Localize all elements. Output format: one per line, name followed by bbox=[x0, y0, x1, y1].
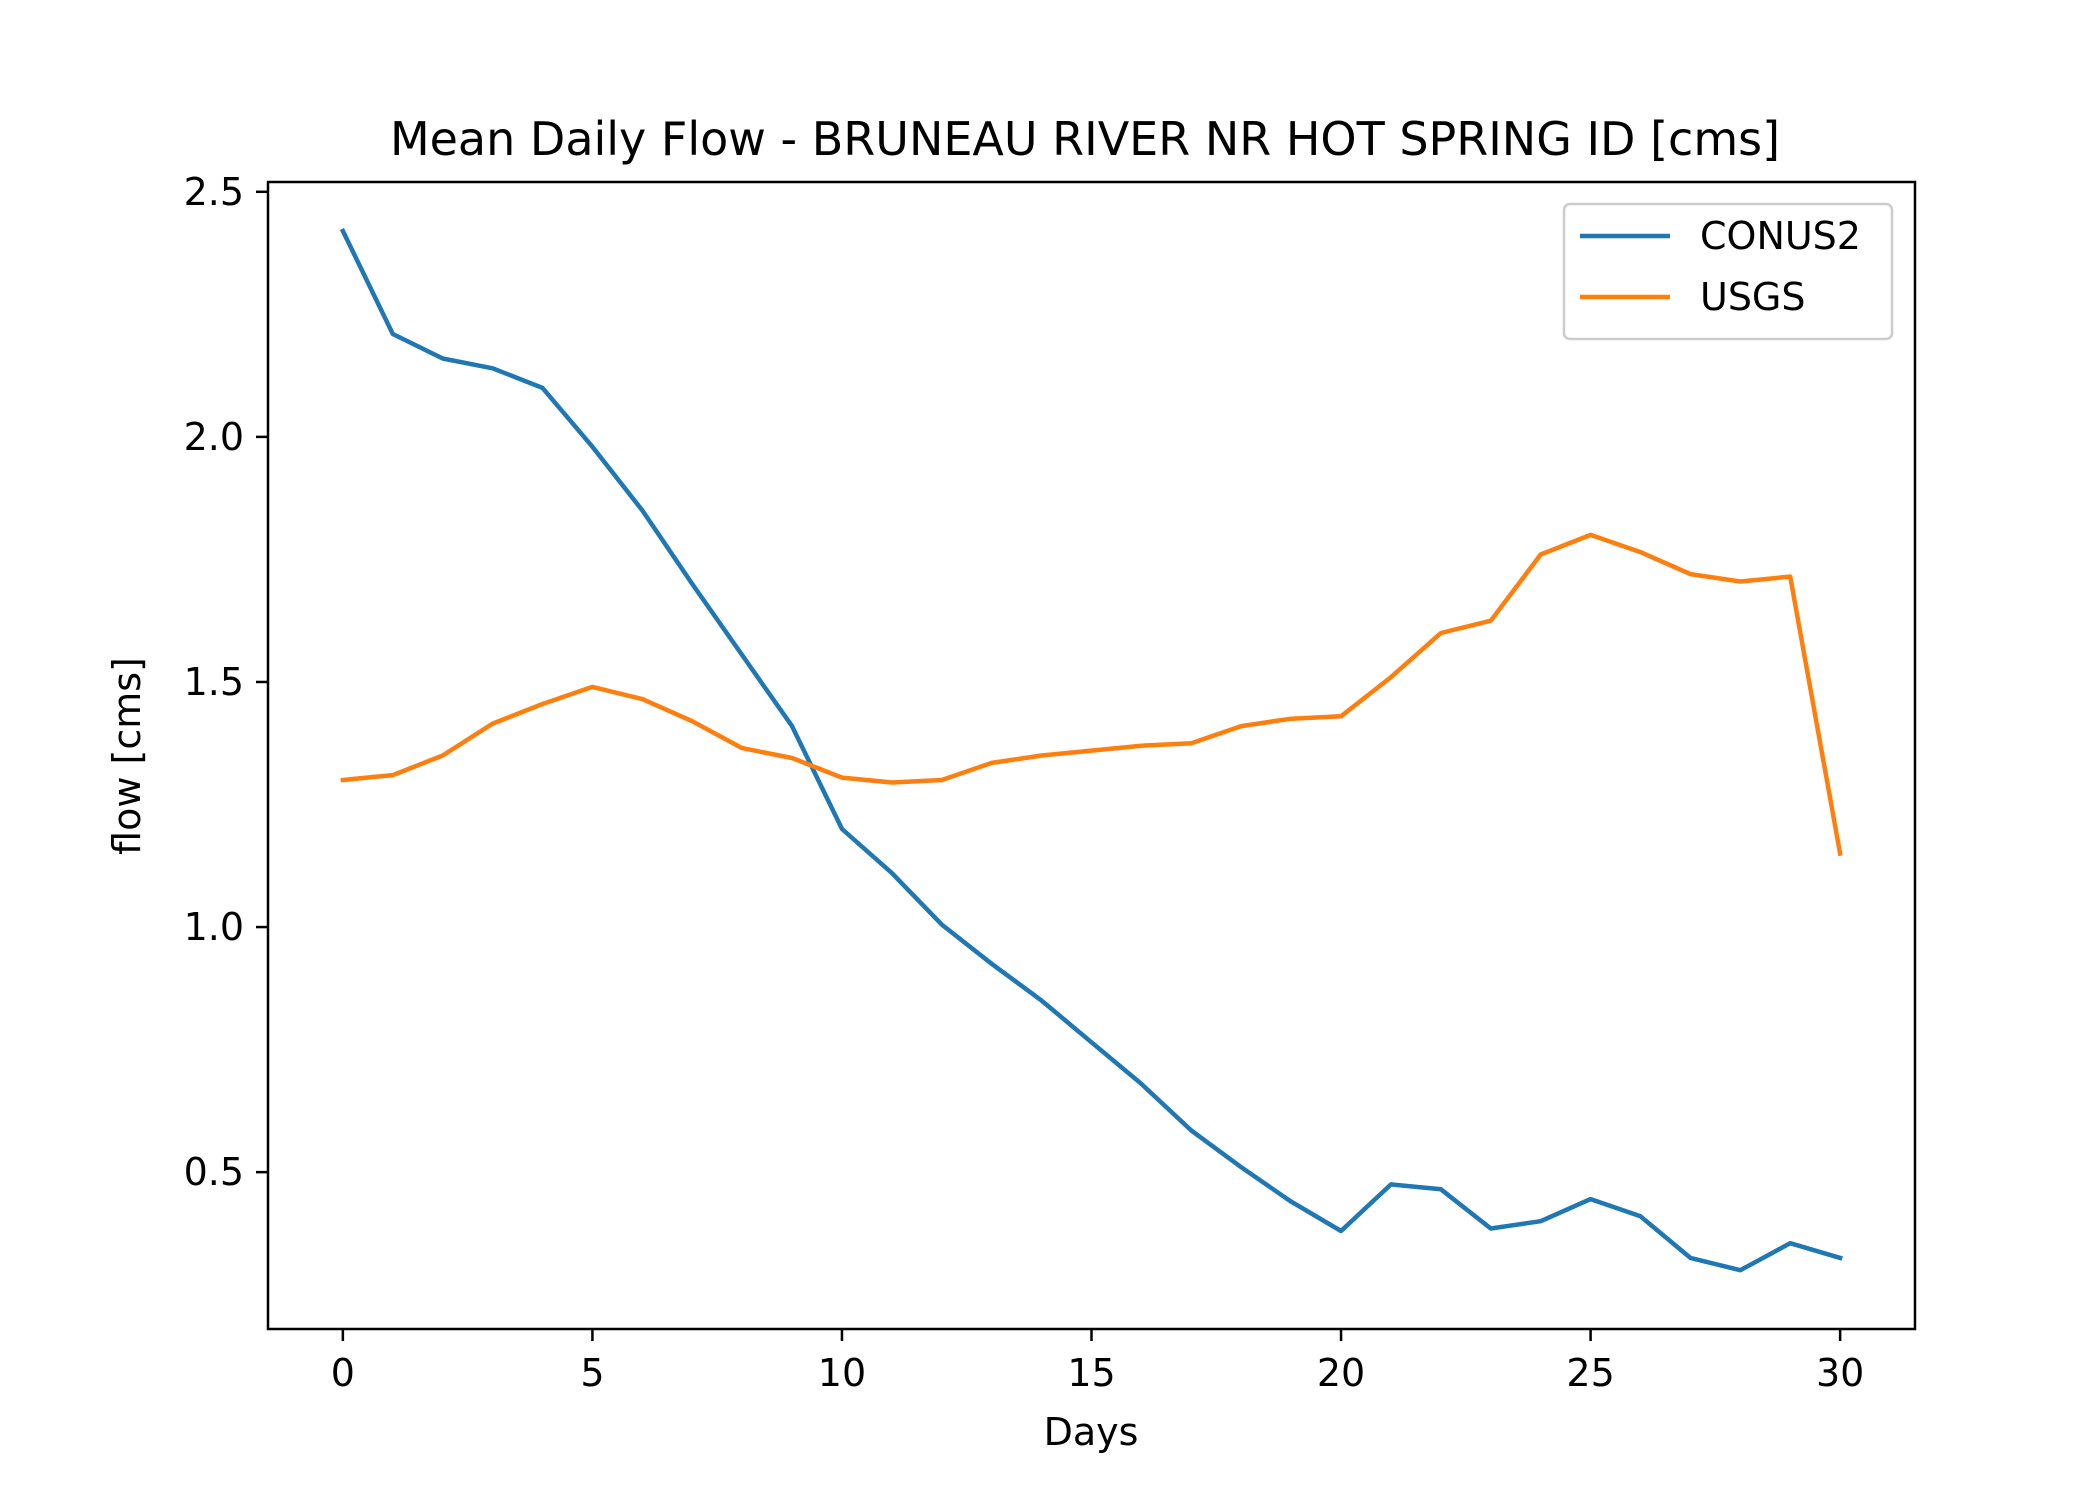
x-tick-label: 10 bbox=[818, 1351, 866, 1395]
y-axis-ticks: 0.5 1.0 1.5 2.0 2.5 bbox=[184, 170, 268, 1194]
chart-title: Mean Daily Flow - BRUNEAU RIVER NR HOT S… bbox=[390, 112, 1780, 166]
legend-entries: CONUS2 USGS bbox=[1580, 214, 1861, 319]
series-layer bbox=[339, 227, 1843, 1273]
series-line-usgs bbox=[340, 532, 1843, 857]
y-axis-label: flow [cms] bbox=[105, 657, 149, 855]
x-tick-label: 15 bbox=[1067, 1351, 1115, 1395]
y-tick-label: 0.5 bbox=[184, 1150, 244, 1194]
series-line-conus2 bbox=[339, 227, 1843, 1273]
legend-label-conus2: CONUS2 bbox=[1700, 214, 1861, 258]
y-tick-label: 2.5 bbox=[184, 170, 244, 214]
x-tick-label: 30 bbox=[1816, 1351, 1864, 1395]
y-tick-label: 1.5 bbox=[184, 660, 244, 704]
legend-label-usgs: USGS bbox=[1700, 275, 1806, 319]
y-tick-label: 1.0 bbox=[184, 905, 244, 949]
x-tick-label: 5 bbox=[580, 1351, 604, 1395]
x-tick-label: 20 bbox=[1317, 1351, 1365, 1395]
x-axis-label: Days bbox=[1044, 1410, 1139, 1454]
x-tick-label: 25 bbox=[1566, 1351, 1614, 1395]
x-axis-ticks: 0 5 10 15 20 25 30 bbox=[331, 1329, 1864, 1395]
legend: CONUS2 USGS bbox=[1562, 202, 1894, 341]
y-tick-label: 2.0 bbox=[184, 415, 244, 459]
x-tick-label: 0 bbox=[331, 1351, 355, 1395]
